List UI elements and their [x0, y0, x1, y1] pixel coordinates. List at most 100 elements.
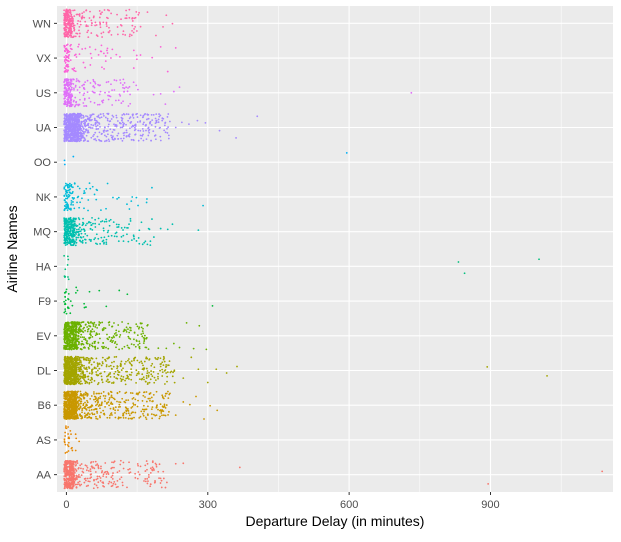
data-point-DL	[150, 378, 152, 380]
data-point-AA	[68, 461, 70, 463]
data-point-AA	[95, 461, 97, 463]
data-point-EV	[114, 342, 116, 344]
data-point-MQ	[81, 229, 83, 231]
data-point-AS	[67, 433, 69, 435]
data-point-EV	[73, 333, 75, 335]
data-point-AA	[70, 468, 72, 470]
data-point-UA	[99, 117, 101, 119]
data-point-AA	[137, 463, 139, 465]
data-point-AA	[140, 465, 142, 467]
data-point-MQ	[84, 229, 86, 231]
data-point-B6	[95, 396, 97, 398]
data-point-MQ	[74, 221, 76, 223]
data-point-AA	[73, 483, 75, 485]
data-point-B6	[155, 407, 157, 409]
data-point-EV	[113, 322, 115, 324]
data-point-B6	[127, 408, 129, 410]
data-point-DL	[122, 367, 124, 369]
data-point-DL	[117, 370, 119, 372]
data-point-UA	[87, 132, 89, 134]
data-point-EV	[72, 324, 74, 326]
data-point-UA	[133, 139, 135, 141]
data-point-F9	[63, 301, 65, 303]
data-point-B6	[131, 417, 133, 419]
data-point-B6	[81, 411, 83, 413]
data-point-F9	[64, 303, 66, 305]
data-point-US	[122, 79, 124, 81]
data-point-B6	[103, 395, 105, 397]
data-point-AS	[64, 432, 66, 434]
data-point-MQ	[65, 240, 67, 242]
data-point-AA	[163, 478, 165, 480]
data-point-AA	[115, 483, 117, 485]
data-point-DL	[98, 363, 100, 365]
data-point-NK	[69, 195, 71, 197]
data-point-B6	[84, 412, 86, 414]
data-point-VX	[91, 57, 93, 59]
data-point-DL	[164, 383, 166, 385]
data-point-B6	[142, 395, 144, 397]
data-point-EV	[77, 347, 79, 349]
data-point-DL	[157, 378, 159, 380]
data-point-AA	[83, 482, 85, 484]
data-point-B6	[89, 407, 91, 409]
data-point-AA	[103, 473, 105, 475]
data-point-B6	[93, 393, 95, 395]
data-point-MQ	[149, 228, 151, 230]
data-point-B6	[106, 402, 108, 404]
data-point-MQ	[75, 239, 77, 241]
data-point-EV	[71, 345, 73, 347]
data-point-UA	[137, 121, 139, 123]
data-point-UA	[158, 121, 160, 123]
data-point-UA	[73, 140, 75, 142]
data-point-UA	[188, 123, 190, 125]
data-point-UA	[140, 135, 142, 137]
data-point-DL	[75, 356, 77, 358]
data-point-UA	[78, 126, 80, 128]
data-point-NK	[65, 185, 67, 187]
data-point-UA	[93, 134, 95, 136]
data-point-UA	[159, 136, 161, 138]
data-point-UA	[69, 119, 71, 121]
data-point-MQ	[73, 241, 75, 243]
data-point-EV	[123, 330, 125, 332]
data-point-UA	[65, 114, 67, 116]
data-point-UA	[111, 137, 113, 139]
data-point-F9	[75, 287, 77, 289]
data-point-MQ	[103, 242, 105, 244]
data-point-US	[153, 94, 155, 96]
data-point-US	[66, 94, 68, 96]
data-point-B6	[103, 391, 105, 393]
data-point-NK	[65, 189, 67, 191]
data-point-US	[64, 79, 66, 81]
data-point-EV	[78, 324, 80, 326]
data-point-AA	[158, 477, 160, 479]
data-point-UA	[76, 132, 78, 134]
data-point-MQ	[68, 237, 70, 239]
data-point-DL	[97, 374, 99, 376]
data-point-UA	[123, 134, 125, 136]
data-point-DL	[91, 377, 93, 379]
data-point-DL	[72, 370, 74, 372]
data-point-MQ	[84, 233, 86, 235]
data-point-B6	[66, 415, 68, 417]
data-point-UA	[197, 120, 199, 122]
data-point-F9	[64, 308, 66, 310]
data-point-AA	[71, 464, 73, 466]
data-point-UA	[75, 120, 77, 122]
data-point-MQ	[131, 239, 133, 241]
data-point-UA	[97, 136, 99, 138]
data-point-DL	[80, 380, 82, 382]
data-point-EV	[70, 328, 72, 330]
data-point-HA	[68, 278, 70, 280]
data-point-EV	[133, 344, 135, 346]
data-point-AA	[87, 478, 89, 480]
data-point-DL	[133, 360, 135, 362]
data-point-DL	[127, 360, 129, 362]
data-point-MQ	[65, 230, 67, 232]
data-point-UA	[68, 129, 70, 131]
data-point-UA	[92, 113, 94, 115]
data-point-DL	[91, 364, 93, 366]
data-point-MQ	[136, 240, 138, 242]
